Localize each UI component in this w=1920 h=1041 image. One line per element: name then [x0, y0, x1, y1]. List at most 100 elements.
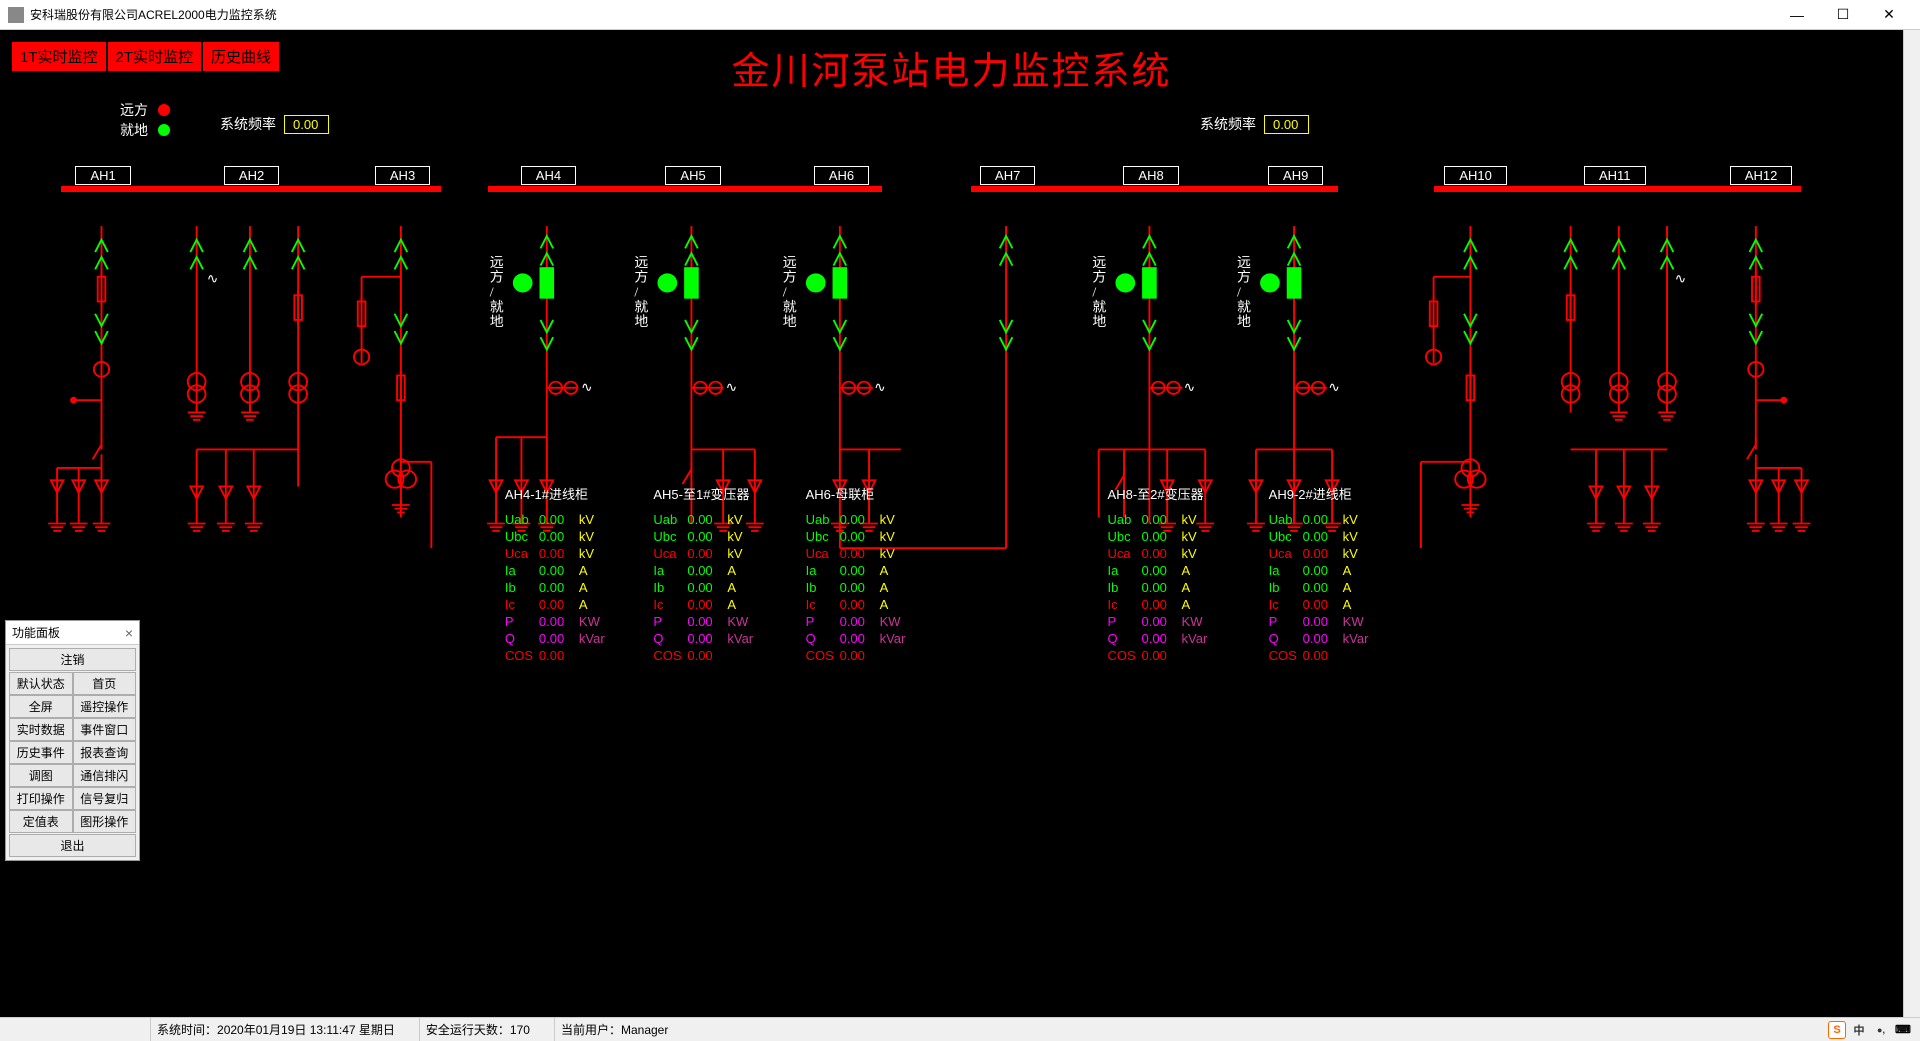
panel-btn[interactable]: 图形操作: [73, 810, 137, 833]
status-bar: 系统时间： 2020年01月19日 13:11:47 星期日 安全运行天数： 1…: [0, 1017, 1920, 1041]
window-titlebar: 安科瑞股份有限公司ACREL2000电力监控系统 — ☐ ✕: [0, 0, 1920, 30]
svg-text:就: 就: [783, 299, 797, 314]
mode-text: 远: [490, 255, 504, 270]
panel-close-icon[interactable]: ×: [125, 625, 133, 641]
panel-btn[interactable]: 实时数据: [9, 718, 73, 741]
meas-row: Uca0.00kV: [806, 545, 916, 562]
diagram-canvas: 1T实时监控 2T实时监控 历史曲线 金川河泵站电力监控系统 远方 就地 系统频…: [0, 30, 1903, 1017]
status-user: 当前用户： Manager: [554, 1018, 692, 1041]
svg-text:就: 就: [1092, 299, 1106, 314]
meas-row: P0.00KW: [806, 613, 916, 630]
svg-text:远: 远: [1237, 255, 1251, 270]
tray-icon-ime[interactable]: S: [1828, 1021, 1846, 1039]
panel-btn[interactable]: 遥控操作: [73, 695, 137, 718]
meas-row: Q0.00kVar: [653, 630, 763, 647]
panel-btn[interactable]: 全屏: [9, 695, 73, 718]
tray-icon-keyboard[interactable]: ⌨: [1894, 1021, 1912, 1039]
tray-icon-punct[interactable]: ●,: [1872, 1021, 1890, 1039]
svg-text:/: /: [490, 285, 494, 300]
svg-text:远: 远: [1092, 255, 1106, 270]
meas-block: AH6-母联柜Uab0.00kVUbc0.00kVUca0.00kVIa0.00…: [806, 486, 916, 664]
status-safe-days: 安全运行天数： 170: [419, 1018, 554, 1041]
meas-row: Uca0.00kV: [1108, 545, 1218, 562]
meas-row: Ubc0.00kV: [1108, 528, 1218, 545]
meas-row: Ia0.00A: [505, 562, 615, 579]
meas-title: AH9-2#进线柜: [1269, 486, 1379, 503]
svg-text:地: 地: [783, 314, 797, 329]
meas-title: AH5-至1#变压器: [653, 486, 763, 503]
meas-row: Q0.00kVar: [505, 630, 615, 647]
meas-row: Ib0.00A: [653, 579, 763, 596]
panel-btn[interactable]: 默认状态: [9, 672, 73, 695]
svg-text:方: 方: [1092, 270, 1106, 285]
meas-row: Uab0.00kV: [505, 511, 615, 528]
panel-btn[interactable]: 报表查询: [73, 741, 137, 764]
meas-row: Ic0.00A: [1269, 596, 1379, 613]
meas-row: Uab0.00kV: [1108, 511, 1218, 528]
meas-row: Uab0.00kV: [1269, 511, 1379, 528]
meas-row: Q0.00kVar: [1108, 630, 1218, 647]
panel-btn-exit[interactable]: 退出: [9, 834, 136, 857]
svg-text:远: 远: [783, 255, 797, 270]
meas-row: Q0.00kVar: [806, 630, 916, 647]
svg-text:/: /: [1092, 285, 1096, 300]
close-button[interactable]: ✕: [1866, 0, 1912, 30]
tray-icon-lang[interactable]: 中: [1850, 1021, 1868, 1039]
meas-row: Ia0.00A: [653, 562, 763, 579]
svg-text:/: /: [634, 285, 638, 300]
meas-row: Ia0.00A: [1269, 562, 1379, 579]
panel-btn[interactable]: 定值表: [9, 810, 73, 833]
svg-text:方: 方: [490, 270, 504, 285]
meas-block: AH4-1#进线柜 Uab0.00kVUbc0.00kVUca0.00kVIa0.…: [505, 486, 615, 664]
meas-row: P0.00KW: [1269, 613, 1379, 630]
meas-row: Q0.00kVar: [1269, 630, 1379, 647]
panel-btn[interactable]: 调图: [9, 764, 73, 787]
meas-row: Ic0.00A: [1108, 596, 1218, 613]
panel-btn[interactable]: 事件窗口: [73, 718, 137, 741]
window-title: 安科瑞股份有限公司ACREL2000电力监控系统: [30, 6, 277, 23]
meas-block: AH5-至1#变压器Uab0.00kVUbc0.00kVUca0.00kVIa0…: [653, 486, 763, 664]
meas-row: COS0.00: [1108, 647, 1218, 664]
meas-row: COS0.00: [806, 647, 916, 664]
panel-btn[interactable]: 通信排闪: [73, 764, 137, 787]
meas-row: Ubc0.00kV: [505, 528, 615, 545]
meas-row: P0.00KW: [1108, 613, 1218, 630]
svg-text:地: 地: [1237, 314, 1251, 329]
function-panel: 功能面板 × 注销默认状态首页全屏遥控操作实时数据事件窗口历史事件报表查询调图通…: [5, 620, 140, 861]
meas-row: COS0.00: [505, 647, 615, 664]
svg-text:就: 就: [490, 299, 504, 314]
meas-title: AH4-1#进线柜: [505, 486, 615, 503]
panel-btn[interactable]: 信号复归: [73, 787, 137, 810]
svg-text:/: /: [1237, 285, 1241, 300]
minimize-button[interactable]: —: [1774, 0, 1820, 30]
app-icon: [8, 7, 24, 23]
svg-text:就: 就: [634, 299, 648, 314]
meas-row: Uca0.00kV: [653, 545, 763, 562]
panel-btn[interactable]: 首页: [73, 672, 137, 695]
svg-text:/: /: [783, 285, 787, 300]
meas-row: Ib0.00A: [505, 579, 615, 596]
meas-row: Ic0.00A: [806, 596, 916, 613]
meas-row: Ubc0.00kV: [653, 528, 763, 545]
panel-btn-logout[interactable]: 注销: [9, 648, 136, 671]
meas-row: Ia0.00A: [806, 562, 916, 579]
meas-row: Ubc0.00kV: [1269, 528, 1379, 545]
svg-text:∿: ∿: [207, 271, 219, 286]
svg-text:地: 地: [1092, 314, 1106, 329]
meas-row: P0.00KW: [653, 613, 763, 630]
meas-row: Ubc0.00kV: [806, 528, 916, 545]
panel-btn[interactable]: 历史事件: [9, 741, 73, 764]
meas-row: Uca0.00kV: [505, 545, 615, 562]
meas-block: AH9-2#进线柜Uab0.00kVUbc0.00kVUca0.00kVIa0.…: [1269, 486, 1379, 664]
system-tray: S 中 ●, ⌨: [1828, 1021, 1920, 1039]
meas-row: Ia0.00A: [1108, 562, 1218, 579]
meas-row: Ib0.00A: [1269, 579, 1379, 596]
meas-row: COS0.00: [1269, 647, 1379, 664]
meas-row: Ib0.00A: [806, 579, 916, 596]
meas-row: Uab0.00kV: [806, 511, 916, 528]
vertical-scrollbar[interactable]: [1903, 30, 1920, 1017]
svg-text:远: 远: [634, 255, 648, 270]
panel-btn[interactable]: 打印操作: [9, 787, 73, 810]
svg-text:方: 方: [783, 270, 797, 285]
maximize-button[interactable]: ☐: [1820, 0, 1866, 30]
